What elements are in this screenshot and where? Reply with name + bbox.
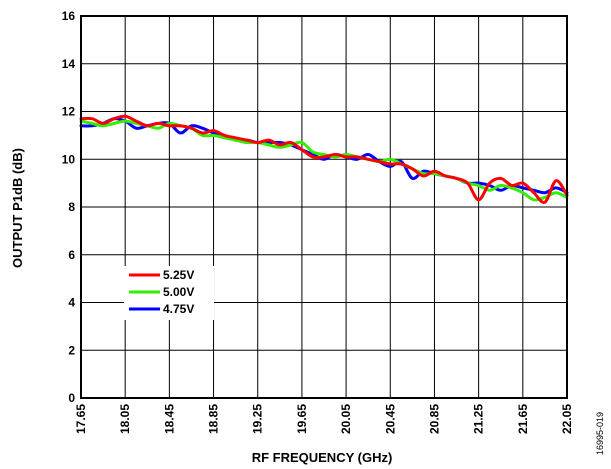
- y-tick-label: 10: [62, 152, 76, 166]
- figure-id: 16995-019: [595, 412, 605, 455]
- series-line-5-25v: [79, 114, 569, 204]
- legend: 5.25V 5.00V 4.75V: [124, 266, 214, 320]
- grid-lines: [80, 15, 568, 399]
- legend-label: 5.00V: [163, 285, 194, 299]
- x-tick-label: 18.45: [162, 404, 176, 434]
- x-tick-label: 19.25: [251, 404, 265, 434]
- y-tick-label: 6: [68, 248, 75, 262]
- series-lines: [79, 114, 569, 204]
- legend-label: 4.75V: [163, 302, 194, 316]
- y-tick-labels: 0 2 4 6 8 10 12 14 16: [62, 9, 76, 405]
- x-tick-label: 20.45: [383, 404, 397, 434]
- x-tick-label: 21.65: [516, 404, 530, 434]
- x-tick-label: 22.05: [560, 404, 574, 434]
- x-tick-label: 18.05: [118, 404, 132, 434]
- legend-label: 5.25V: [163, 268, 194, 282]
- x-tick-label: 20.85: [427, 404, 441, 434]
- y-tick-label: 14: [62, 57, 76, 71]
- x-tick-labels: 17.65 18.05 18.45 18.85 19.25 19.65 20.05 20.45…: [74, 404, 574, 434]
- plot-frame: [80, 15, 568, 399]
- x-tick-label: 20.05: [339, 404, 353, 434]
- y-tick-label: 16: [62, 9, 76, 23]
- y-tick-label: 2: [68, 343, 75, 357]
- y-tick-label: 0: [68, 391, 75, 405]
- y-axis-label: OUTPUT P1dB (dB): [10, 148, 25, 268]
- x-tick-label: 21.25: [472, 404, 486, 434]
- y-tick-label: 8: [68, 200, 75, 214]
- x-tick-label: 19.65: [295, 404, 309, 434]
- y-tick-label: 4: [68, 296, 75, 310]
- y-tick-label: 12: [62, 105, 76, 119]
- x-tick-label: 18.85: [207, 404, 221, 434]
- x-axis-label: RF FREQUENCY (GHz): [252, 450, 393, 465]
- x-tick-label: 17.65: [74, 404, 88, 434]
